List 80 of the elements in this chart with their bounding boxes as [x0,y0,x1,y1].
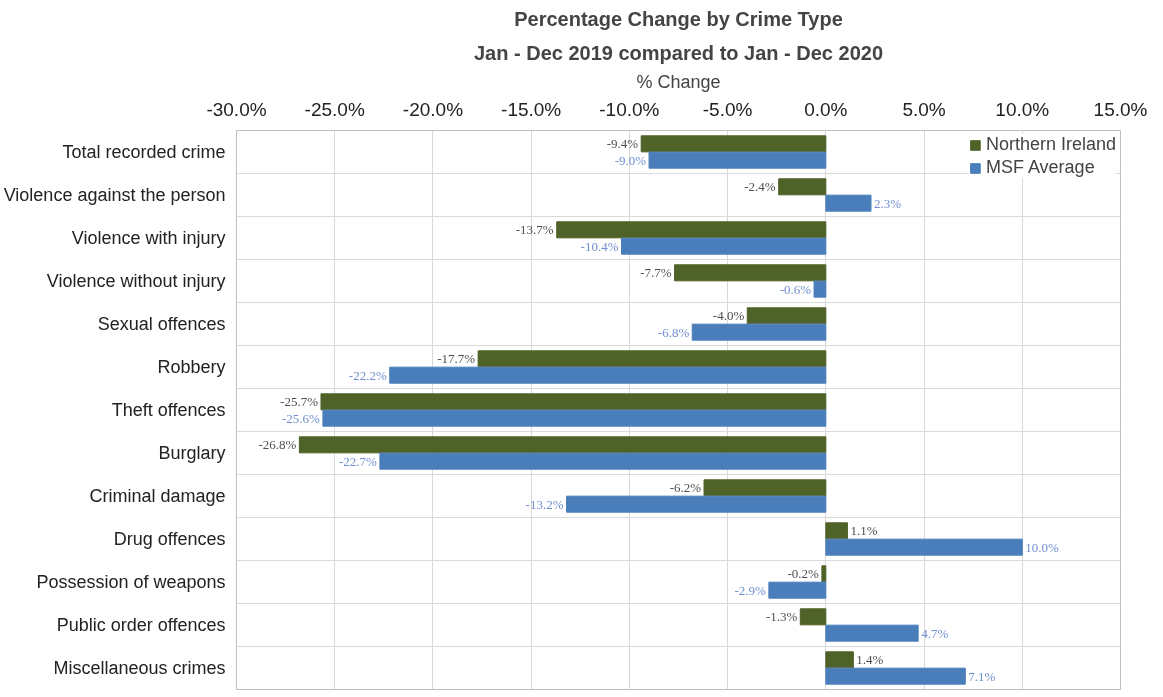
bar [799,608,827,626]
data-label: 1.4% [856,652,884,668]
bar [379,452,827,470]
y-tick-label: Violence without injury [46,271,226,291]
x-tick-label: 15.0% [1093,98,1148,120]
bar [825,667,966,685]
data-label: -22.7% [339,453,378,469]
data-label: -10.4% [580,238,619,254]
bar [556,221,827,239]
data-label: -6.2% [669,480,702,496]
bar [703,479,827,497]
y-tick-label: Miscellaneous crimes [53,658,226,678]
bar [825,522,848,540]
data-label: -13.2% [525,496,564,512]
bar [566,495,827,513]
x-tick-label: -10.0% [599,98,660,120]
data-label: -9.4% [606,136,639,152]
x-tick-label: -25.0% [304,98,365,120]
data-label: -26.8% [258,437,297,453]
y-tick-label: Drug offences [113,529,226,549]
bar [813,280,827,298]
y-tick-label: Possession of weapons [36,572,226,592]
bar [768,581,827,599]
bar [691,323,827,341]
data-label: -9.0% [614,152,647,168]
y-tick-label: Violence against the person [3,185,226,205]
bar [746,307,827,325]
data-label: -0.2% [787,566,820,582]
data-label: 10.0% [1025,539,1060,555]
bar [320,393,827,411]
chart-subtitle: Jan - Dec 2019 compared to Jan - Dec 2020 [473,41,884,64]
data-label: 4.7% [921,625,949,641]
bar [648,151,827,169]
bar [322,409,827,427]
x-tick-label: -20.0% [402,98,464,120]
data-label: -1.3% [765,609,798,625]
data-label: -13.7% [515,222,554,238]
bar [298,436,827,454]
data-label: -4.0% [712,308,745,324]
y-tick-label: Public order offences [56,615,226,635]
bar [640,135,827,153]
bar [825,538,1023,556]
data-label: -6.8% [657,324,690,340]
bar [674,264,827,282]
x-tick-label: -30.0% [206,98,267,120]
bar [825,651,854,669]
y-tick-label: Sexual offences [97,314,226,334]
legend-label: Northern Ireland [985,134,1116,155]
bar [389,366,827,384]
data-label: 7.1% [968,668,996,684]
data-label: -17.7% [437,351,476,367]
x-tick-label: -15.0% [501,98,562,120]
bar [821,565,827,583]
x-tick-label: 10.0% [995,98,1050,120]
y-tick-label: Burglary [158,443,226,463]
bar [477,350,827,368]
y-tick-label: Total recorded crime [62,142,226,162]
data-label: -2.9% [734,582,767,598]
y-tick-label: Violence with injury [71,228,226,248]
y-tick-label: Robbery [157,357,226,377]
x-tick-label: -5.0% [702,98,753,120]
data-label: 1.1% [850,523,878,539]
data-label: -25.6% [282,410,321,426]
x-axis-title: % Change [636,71,721,92]
bar [825,624,919,642]
bar [621,237,827,255]
legend-label: MSF Average [985,157,1095,178]
x-tick-label: 5.0% [902,98,946,120]
data-label: -22.2% [348,367,387,383]
y-tick-label: Theft offences [111,400,226,420]
bar [778,178,827,196]
data-label: -2.4% [744,179,776,195]
data-label: -7.7% [640,265,672,281]
y-tick-label: Criminal damage [89,486,226,506]
chart-title: Percentage Change by Crime Type [514,7,843,30]
data-label: -25.7% [280,394,319,410]
x-tick-label: 0.0% [804,98,848,120]
data-label: 2.3% [874,195,902,211]
bar [825,194,872,212]
data-label: -0.6% [779,281,812,297]
